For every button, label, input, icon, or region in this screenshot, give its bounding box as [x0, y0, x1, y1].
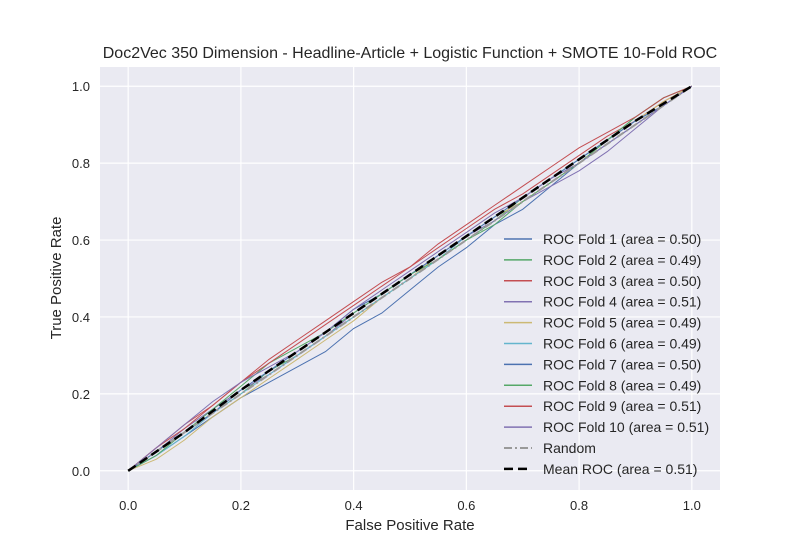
legend-label-7: ROC Fold 7 (area = 0.50) — [543, 356, 701, 372]
y-tick-label: 1.0 — [72, 79, 90, 94]
legend: ROC Fold 1 (area = 0.50) ROC Fold 2 (area… — [504, 231, 709, 477]
legend-label-1: ROC Fold 1 (area = 0.50) — [543, 231, 701, 247]
x-tick-label: 0.4 — [345, 498, 363, 513]
y-tick-label: 0.2 — [72, 387, 90, 402]
tick-labels: 0.0 0.2 0.4 0.6 0.8 1.0 0.0 0.2 0.4 0.6 0.8 1.0 — [72, 79, 701, 513]
y-tick-label: 0.4 — [72, 310, 90, 325]
chart-title: Doc2Vec 350 Dimension - Headline-Article… — [103, 45, 717, 62]
legend-label-12: Mean ROC (area = 0.51) — [543, 461, 697, 477]
x-tick-label: 0.2 — [232, 498, 250, 513]
legend-label-11: Random — [543, 440, 596, 456]
x-tick-label: 0.8 — [570, 498, 588, 513]
series-line-12 — [127, 85, 693, 472]
y-tick-label: 0.0 — [72, 464, 90, 479]
legend-label-9: ROC Fold 9 (area = 0.51) — [543, 398, 701, 414]
x-tick-label: 0.6 — [457, 498, 475, 513]
x-axis-label: False Positive Rate — [345, 517, 474, 534]
series-line-10 — [127, 85, 693, 472]
legend-label-2: ROC Fold 2 (area = 0.49) — [543, 252, 701, 268]
grid — [100, 67, 720, 490]
legend-label-10: ROC Fold 10 (area = 0.51) — [543, 419, 709, 435]
legend-label-4: ROC Fold 4 (area = 0.51) — [543, 294, 701, 310]
legend-label-6: ROC Fold 6 (area = 0.49) — [543, 336, 701, 352]
y-tick-label: 0.8 — [72, 156, 90, 171]
legend-label-8: ROC Fold 8 (area = 0.49) — [543, 377, 701, 393]
series-line-11 — [127, 85, 693, 472]
y-axis-label: True Positive Rate — [48, 217, 65, 340]
series-lines — [127, 85, 693, 472]
x-tick-label: 0.0 — [119, 498, 137, 513]
series-line-9 — [127, 85, 692, 472]
legend-label-3: ROC Fold 3 (area = 0.50) — [543, 273, 701, 289]
legend-label-5: ROC Fold 5 (area = 0.49) — [543, 315, 701, 331]
x-tick-label: 1.0 — [683, 498, 701, 513]
y-tick-label: 0.6 — [72, 233, 90, 248]
